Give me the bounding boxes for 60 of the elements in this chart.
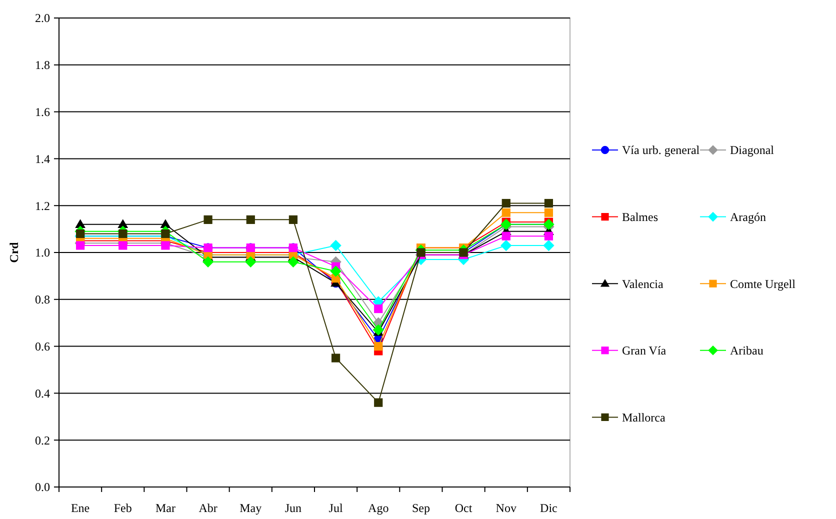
point xyxy=(544,208,554,217)
legend-label: Mallorca xyxy=(622,410,666,424)
legend-label: Aribau xyxy=(730,344,764,358)
legend-label: Diagonal xyxy=(730,143,775,158)
y-tick-label: 1.2 xyxy=(35,198,50,213)
legend-label: Gran Vía xyxy=(622,344,667,358)
y-tick-label: 0.4 xyxy=(35,386,50,400)
y-tick-label: 2.0 xyxy=(35,11,50,26)
legend-label: Balmes xyxy=(622,210,658,224)
point xyxy=(502,232,510,240)
x-tick-label: Abr xyxy=(198,501,218,515)
point xyxy=(246,215,255,224)
x-tick-label: Feb xyxy=(114,501,132,515)
point xyxy=(374,342,383,351)
point xyxy=(543,240,554,252)
x-tick-label: May xyxy=(240,501,262,515)
y-axis-title: Crd xyxy=(7,242,21,263)
point xyxy=(374,304,383,314)
point xyxy=(544,198,554,208)
point xyxy=(245,256,256,268)
point xyxy=(161,241,170,250)
legend-label: Valencia xyxy=(622,276,664,291)
point xyxy=(76,229,85,238)
point xyxy=(288,215,298,224)
point xyxy=(118,229,128,238)
y-tick-label: 0.6 xyxy=(35,340,50,354)
point xyxy=(204,215,212,224)
x-tick-label: Sep xyxy=(412,501,430,515)
legend-label: Comte Urgell xyxy=(730,276,796,291)
x-tick-label: Ene xyxy=(70,501,90,515)
legend-label: Vía urb. general xyxy=(622,143,700,158)
x-tick-label: Nov xyxy=(496,501,516,515)
x-tick-label: Mar xyxy=(155,501,176,515)
point xyxy=(372,324,384,336)
y-tick-label: 1.8 xyxy=(35,58,50,72)
point xyxy=(502,198,510,208)
point xyxy=(330,266,342,277)
legend-label: Aragón xyxy=(730,210,766,224)
x-tick-label: Jun xyxy=(284,501,302,515)
x-tick-label: Ago xyxy=(368,501,389,515)
point xyxy=(76,241,85,250)
point xyxy=(288,256,299,268)
x-tick-label: Jul xyxy=(328,501,344,515)
point xyxy=(331,354,340,362)
point xyxy=(374,398,383,407)
x-tick-label: Dic xyxy=(540,501,558,515)
y-tick-label: 1.4 xyxy=(35,152,50,166)
point xyxy=(502,208,510,217)
y-tick-label: 0.2 xyxy=(35,433,50,448)
y-tick-label: 1.0 xyxy=(35,246,50,260)
y-tick-label: 0.8 xyxy=(35,292,50,307)
y-tick-label: 0.0 xyxy=(35,480,50,494)
point xyxy=(544,232,554,240)
x-tick-label: Oct xyxy=(454,501,473,515)
y-tick-label: 1.6 xyxy=(35,105,50,119)
point xyxy=(118,241,128,250)
point xyxy=(500,240,512,252)
point xyxy=(161,229,170,238)
point xyxy=(330,240,342,252)
point xyxy=(202,256,214,268)
